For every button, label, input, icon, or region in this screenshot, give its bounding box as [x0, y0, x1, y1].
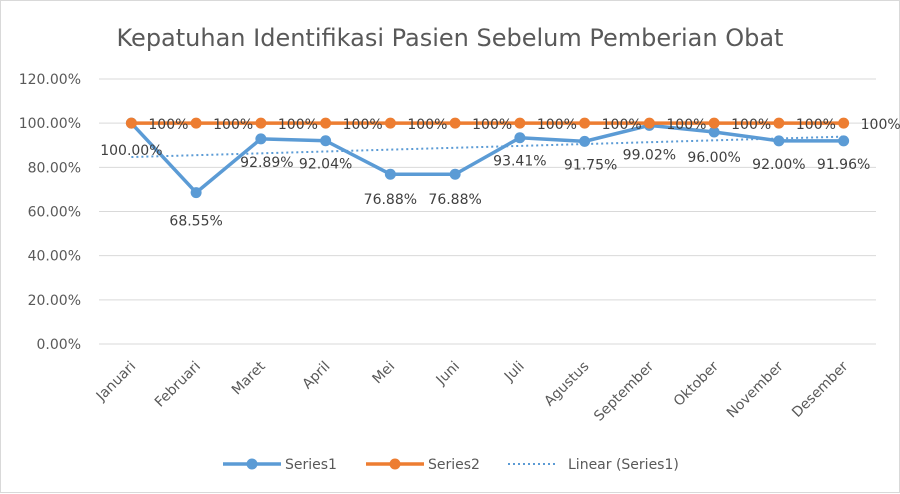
y-tick-label: 80.00%: [28, 160, 81, 176]
y-tick-label: 100.00%: [19, 116, 81, 132]
y-tick-label: 40.00%: [28, 249, 81, 265]
trendline-line: [131, 135, 844, 159]
data-label-series1: 76.88%: [364, 192, 417, 208]
series-2-point: [838, 117, 850, 129]
data-label-series1: 92.89%: [240, 155, 293, 171]
data-label-series1: 96.00%: [687, 150, 740, 166]
data-label-series2: 100%: [796, 117, 836, 133]
y-tick-label: 20.00%: [28, 293, 81, 309]
data-label-series2: 100%: [666, 117, 706, 133]
y-tick-label: 0.00%: [37, 337, 81, 353]
series-1-point: [320, 135, 332, 147]
series-1-point: [579, 135, 591, 147]
y-axis-ticks: 0.00% 20.00% 40.00% 60.00% 80.00% 100.00% 120.…: [19, 72, 81, 353]
series-1-point: [773, 135, 785, 147]
series-2-point: [514, 117, 526, 129]
legend-marker: [246, 458, 258, 470]
series-2-point: [579, 117, 591, 129]
x-tick-label: November: [724, 358, 787, 421]
series-1-point: [384, 168, 396, 180]
series-2-point: [708, 117, 720, 129]
data-label-series2: 100%: [861, 117, 900, 133]
x-tick-label: Februari: [152, 359, 204, 411]
series-2-point: [320, 117, 332, 129]
series-2-point: [773, 117, 785, 129]
series-group: [125, 117, 850, 199]
data-label-series2: 100%: [537, 117, 577, 133]
legend-label: Series1: [285, 457, 337, 473]
data-label-series1: 76.88%: [428, 192, 481, 208]
data-labels: 100.00% 68.55% 92.89% 92.04% 76.88% 76.88% 93.…: [100, 117, 900, 229]
series-1-point: [708, 126, 720, 138]
series-2-point: [449, 117, 461, 129]
x-tick-label: Maret: [229, 358, 269, 398]
y-tick-label: 60.00%: [28, 205, 81, 221]
x-tick-label: Juni: [433, 359, 463, 389]
series-2-point: [190, 117, 202, 129]
data-label-series2: 100%: [148, 117, 188, 133]
series-2-point: [125, 117, 137, 129]
x-tick-label: Desember: [789, 358, 852, 421]
series-1-point: [449, 168, 461, 180]
series-1-point: [838, 135, 850, 147]
x-tick-label: Agustus: [541, 359, 592, 410]
data-label-series1: 92.04%: [299, 157, 352, 173]
data-label-series1: 93.41%: [493, 154, 546, 170]
data-label-series1: 100.00%: [100, 143, 162, 159]
trendline: [131, 135, 844, 159]
data-label-series2: 100%: [278, 117, 318, 133]
x-axis-ticks: Januari Februari Maret April Mei Juni Juli Agus…: [93, 358, 852, 424]
legend: Series1 Series2 Linear (Series1): [223, 457, 679, 473]
data-label-series2: 100%: [602, 117, 642, 133]
legend-marker: [389, 458, 401, 470]
x-tick-label: Juli: [501, 359, 528, 386]
chart-title: Kepatuhan Identifikasi Pasien Sebelum Pe…: [117, 24, 784, 52]
data-label-series2: 100%: [472, 117, 512, 133]
x-tick-label: April: [300, 359, 334, 393]
legend-label: Linear (Series1): [568, 457, 679, 473]
series-1-point: [514, 132, 526, 144]
series-2-point: [255, 117, 267, 129]
series-1-point: [255, 133, 267, 145]
data-label-series1: 91.75%: [564, 157, 617, 173]
data-label-series1: 91.96%: [817, 157, 870, 173]
y-tick-label: 120.00%: [19, 72, 81, 88]
series-line-1: [130, 121, 844, 195]
x-tick-label: Oktober: [671, 358, 722, 409]
legend-label: Series2: [428, 457, 480, 473]
series-2-point: [384, 117, 396, 129]
x-tick-label: Mei: [369, 359, 398, 388]
data-label-series2: 100%: [731, 117, 771, 133]
series-1-point: [190, 187, 202, 199]
data-label-series2: 100%: [343, 117, 383, 133]
x-tick-label: Januari: [93, 359, 139, 405]
data-label-series1: 68.55%: [169, 214, 222, 230]
data-label-series2: 100%: [213, 117, 253, 133]
data-label-series1: 99.02%: [623, 147, 676, 163]
x-tick-label: September: [591, 358, 657, 424]
series-2-point: [643, 117, 655, 129]
data-label-series2: 100%: [407, 117, 447, 133]
data-label-series1: 92.00%: [752, 157, 805, 173]
